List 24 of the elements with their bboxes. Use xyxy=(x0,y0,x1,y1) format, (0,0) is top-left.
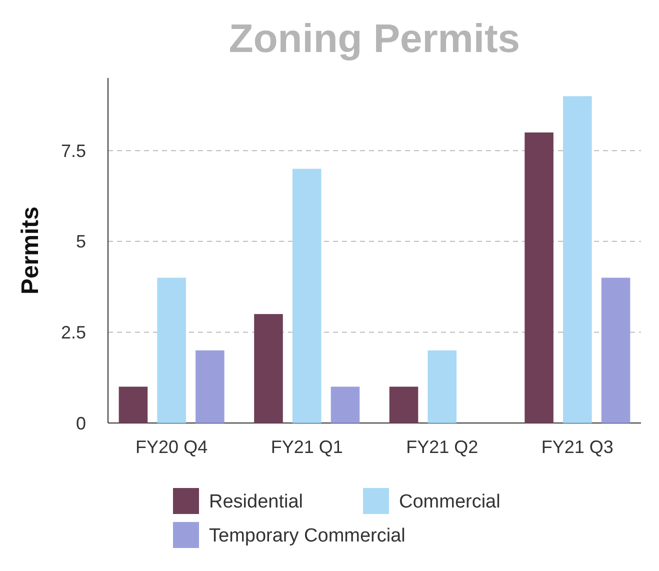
bar xyxy=(428,350,457,423)
x-tick-label: FY21 Q3 xyxy=(541,437,614,457)
legend-label: Residential xyxy=(209,492,303,513)
chart-title: Zoning Permits xyxy=(228,17,520,61)
bar xyxy=(254,314,283,423)
legend-label: Commercial xyxy=(399,492,500,513)
x-tick-label: FY21 Q2 xyxy=(406,437,478,457)
x-tick-label: FY20 Q4 xyxy=(136,437,208,457)
y-tick-label: 2.5 xyxy=(60,322,86,343)
y-axis-title: Permits xyxy=(17,206,44,295)
bar xyxy=(292,168,322,423)
bar xyxy=(601,278,630,423)
bar xyxy=(196,350,224,423)
bar xyxy=(524,132,554,423)
bar xyxy=(389,386,418,423)
bar xyxy=(157,278,186,423)
y-tick-label: 7.5 xyxy=(60,140,86,161)
x-tick-label: FY21 Q1 xyxy=(270,437,343,457)
y-tick-label: 0 xyxy=(76,413,86,434)
bar xyxy=(118,386,148,423)
legend-label: Temporary Commercial xyxy=(209,526,406,547)
bar xyxy=(330,386,360,423)
y-tick-label: 5 xyxy=(76,232,86,252)
bar xyxy=(563,96,592,423)
